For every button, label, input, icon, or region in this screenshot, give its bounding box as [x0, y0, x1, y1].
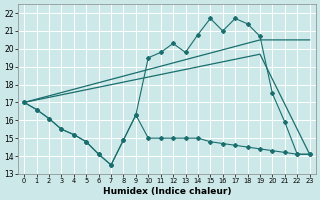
- X-axis label: Humidex (Indice chaleur): Humidex (Indice chaleur): [103, 187, 231, 196]
